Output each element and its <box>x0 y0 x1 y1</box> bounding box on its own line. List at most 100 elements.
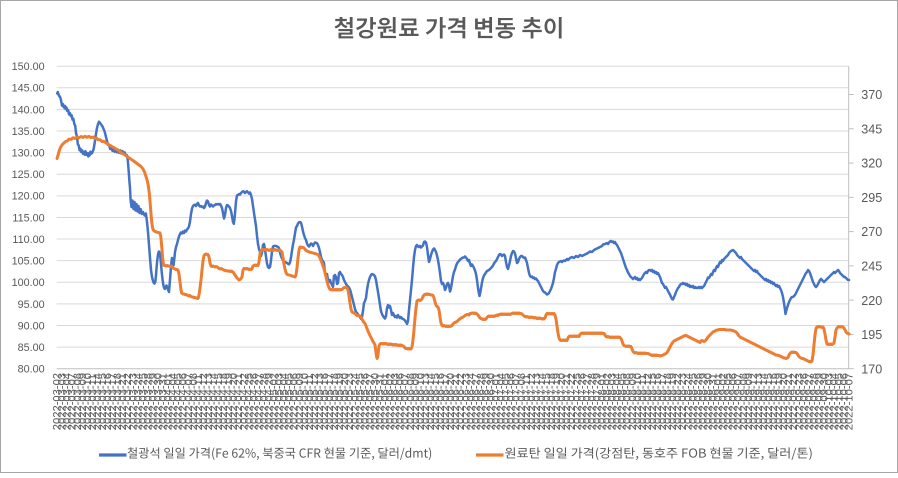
svg-text:2022-07-06: 2022-07-06 <box>506 373 518 430</box>
svg-text:320: 320 <box>861 157 882 171</box>
svg-text:2022-09-13: 2022-09-13 <box>753 373 765 430</box>
svg-text:2022-06-07: 2022-06-07 <box>400 373 412 430</box>
svg-text:2022-08-04: 2022-08-04 <box>612 373 624 430</box>
svg-text:2022-04-13: 2022-04-13 <box>203 373 215 430</box>
svg-text:2022-06-22: 2022-06-22 <box>455 373 467 430</box>
svg-text:2022-07-29: 2022-07-29 <box>591 373 603 430</box>
svg-text:2022-04-19: 2022-04-19 <box>223 373 235 430</box>
svg-text:2022-03-29: 2022-03-29 <box>147 373 159 430</box>
svg-text:2022-05-25: 2022-05-25 <box>354 373 366 430</box>
svg-text:2022-05-06: 2022-05-06 <box>289 373 301 430</box>
svg-text:2022-10-07: 2022-10-07 <box>844 373 856 430</box>
svg-text:2022-06-27: 2022-06-27 <box>470 373 482 430</box>
svg-text:2022-04-22: 2022-04-22 <box>238 373 250 430</box>
svg-text:2022-07-25: 2022-07-25 <box>571 373 583 430</box>
svg-text:2022-05-27: 2022-05-27 <box>364 373 376 430</box>
svg-text:2022-05-09: 2022-05-09 <box>294 373 306 430</box>
svg-text:85.00: 85.00 <box>18 342 45 354</box>
svg-text:2022-04-25: 2022-04-25 <box>243 373 255 430</box>
svg-text:2022-05-12: 2022-05-12 <box>309 373 321 430</box>
svg-text:2022-10-03: 2022-10-03 <box>824 373 836 430</box>
svg-text:245: 245 <box>861 259 882 273</box>
svg-text:2022-09-20: 2022-09-20 <box>778 373 790 430</box>
svg-text:2022-03-10: 2022-03-10 <box>82 373 94 430</box>
svg-text:2022-04-08: 2022-04-08 <box>188 373 200 430</box>
svg-text:2022-05-30: 2022-05-30 <box>369 373 381 430</box>
svg-text:2022-04-29: 2022-04-29 <box>264 373 276 430</box>
svg-text:2022-09-29: 2022-09-29 <box>813 373 825 430</box>
svg-text:2022-03-11: 2022-03-11 <box>87 374 99 430</box>
svg-text:2022-09-23: 2022-09-23 <box>793 373 805 430</box>
svg-text:2022-04-28: 2022-04-28 <box>258 373 270 430</box>
svg-text:2022-08-03: 2022-08-03 <box>607 373 619 430</box>
svg-text:2022-06-21: 2022-06-21 <box>450 373 462 430</box>
svg-text:2022-09-12: 2022-09-12 <box>748 373 760 430</box>
svg-text:2022-08-17: 2022-08-17 <box>657 373 669 430</box>
svg-text:2022-05-04: 2022-05-04 <box>279 373 291 430</box>
svg-text:2022-06-15: 2022-06-15 <box>430 373 442 430</box>
svg-text:2022-08-18: 2022-08-18 <box>662 373 674 430</box>
svg-text:2022-06-03: 2022-06-03 <box>390 373 402 430</box>
svg-text:2022-03-02: 2022-03-02 <box>52 373 64 430</box>
svg-text:2022-04-20: 2022-04-20 <box>228 373 240 430</box>
svg-text:2022-09-27: 2022-09-27 <box>803 373 815 430</box>
svg-text:2022-07-28: 2022-07-28 <box>586 373 598 430</box>
svg-text:2022-03-30: 2022-03-30 <box>153 373 165 430</box>
svg-text:2022-03-14: 2022-03-14 <box>92 373 104 430</box>
svg-text:2022-07-08: 2022-07-08 <box>516 373 528 430</box>
svg-text:2022-03-15: 2022-03-15 <box>97 373 109 430</box>
svg-text:2022-06-10: 2022-06-10 <box>415 373 427 430</box>
svg-text:115.00: 115.00 <box>12 212 44 224</box>
svg-text:2022-07-27: 2022-07-27 <box>581 373 593 430</box>
svg-text:370: 370 <box>861 88 882 102</box>
svg-text:2022-05-17: 2022-05-17 <box>324 373 336 430</box>
svg-text:2022-08-09: 2022-08-09 <box>627 373 639 430</box>
svg-text:2022-03-04: 2022-03-04 <box>62 373 74 430</box>
svg-text:105.00: 105.00 <box>12 256 45 268</box>
svg-text:110.00: 110.00 <box>12 234 44 246</box>
svg-text:150.00: 150.00 <box>12 61 45 73</box>
svg-text:2022-05-10: 2022-05-10 <box>299 373 311 430</box>
svg-text:2022-08-10: 2022-08-10 <box>632 373 644 430</box>
svg-text:2022-03-22: 2022-03-22 <box>122 373 134 430</box>
svg-text:2022-03-07: 2022-03-07 <box>67 373 79 430</box>
svg-text:2022-07-26: 2022-07-26 <box>576 373 588 430</box>
svg-text:2022-09-07: 2022-09-07 <box>733 373 745 430</box>
svg-text:2022-08-08: 2022-08-08 <box>622 373 634 430</box>
svg-text:2022-07-01: 2022-07-01 <box>491 373 503 430</box>
svg-text:130.00: 130.00 <box>12 148 45 160</box>
svg-text:2022-08-30: 2022-08-30 <box>702 373 714 430</box>
svg-text:2022-08-05: 2022-08-05 <box>617 373 629 430</box>
svg-text:2022-05-03: 2022-05-03 <box>274 373 286 430</box>
svg-text:2022-06-06: 2022-06-06 <box>395 373 407 430</box>
svg-text:2022-08-16: 2022-08-16 <box>652 373 664 430</box>
svg-text:2022-05-16: 2022-05-16 <box>319 373 331 430</box>
svg-text:2022-03-09: 2022-03-09 <box>77 373 89 430</box>
svg-text:135.00: 135.00 <box>12 126 45 138</box>
svg-text:2022-09-22: 2022-09-22 <box>788 373 800 430</box>
svg-text:2022-09-06: 2022-09-06 <box>728 373 740 430</box>
svg-text:145.00: 145.00 <box>12 83 45 95</box>
svg-text:2022-08-11: 2022-08-11 <box>637 374 649 430</box>
svg-text:2022-09-05: 2022-09-05 <box>723 373 735 430</box>
svg-text:2022-07-15: 2022-07-15 <box>541 373 553 430</box>
svg-text:2022-03-23: 2022-03-23 <box>127 373 139 430</box>
svg-text:2022-07-07: 2022-07-07 <box>511 373 523 430</box>
svg-text:2022-07-11: 2022-07-11 <box>521 374 533 430</box>
svg-text:2022-09-21: 2022-09-21 <box>783 373 795 430</box>
svg-text:2022-07-22: 2022-07-22 <box>566 373 578 430</box>
svg-text:2022-06-16: 2022-06-16 <box>435 373 447 430</box>
svg-text:2022-08-31: 2022-08-31 <box>707 373 719 430</box>
svg-text:125.00: 125.00 <box>12 169 45 181</box>
svg-text:2022-08-23: 2022-08-23 <box>677 373 689 430</box>
svg-text:2022-04-12: 2022-04-12 <box>198 373 210 430</box>
svg-text:2022-07-13: 2022-07-13 <box>531 373 543 430</box>
svg-text:195: 195 <box>861 328 882 342</box>
svg-text:120.00: 120.00 <box>12 191 45 203</box>
svg-text:2022-06-17: 2022-06-17 <box>440 373 452 430</box>
svg-text:2022-09-08: 2022-09-08 <box>738 373 750 430</box>
svg-text:2022-05-26: 2022-05-26 <box>359 373 371 430</box>
svg-text:2022-06-28: 2022-06-28 <box>475 373 487 430</box>
svg-text:2022-04-07: 2022-04-07 <box>183 373 195 430</box>
svg-text:95.00: 95.00 <box>18 299 45 311</box>
